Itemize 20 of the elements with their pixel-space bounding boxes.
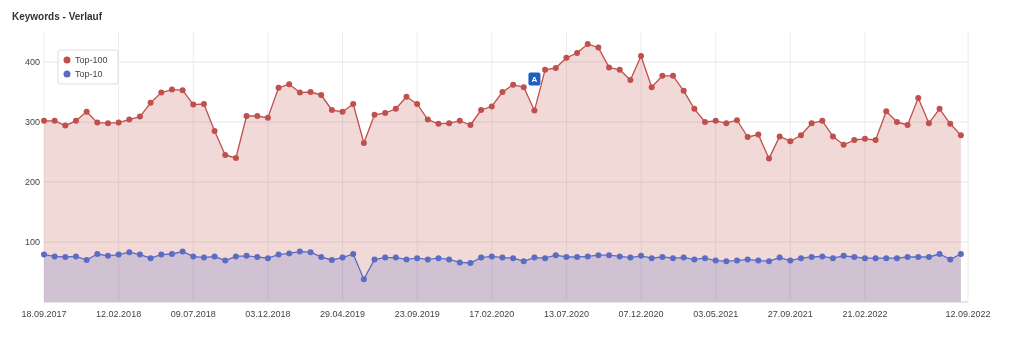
x-tick-label: 07.12.2020 xyxy=(618,309,664,319)
x-tick-label: 13.07.2020 xyxy=(543,309,589,319)
x-tick-label: 29.04.2019 xyxy=(320,309,366,319)
y-tick-label: 400 xyxy=(24,57,40,68)
x-tick-label: 17.02.2020 xyxy=(469,309,515,319)
x-tick-label: 21.02.2022 xyxy=(842,309,888,319)
legend-label: Top-10 xyxy=(75,69,103,80)
x-tick-label: 23.09.2019 xyxy=(394,309,440,319)
x-tick-label: 12.09.2022 xyxy=(945,309,991,319)
y-tick-label: 300 xyxy=(24,117,40,128)
x-tick-label: 12.02.2018 xyxy=(96,309,142,319)
y-tick-label: 100 xyxy=(24,237,40,248)
y-tick-label: 200 xyxy=(24,177,40,188)
x-tick-label: 09.07.2018 xyxy=(170,309,216,319)
x-tick-label: 27.09.2021 xyxy=(767,309,813,319)
x-tick-label: 18.09.2017 xyxy=(21,309,67,319)
x-tick-label: 03.12.2018 xyxy=(245,309,291,319)
x-tick-label: 03.05.2021 xyxy=(693,309,739,319)
legend-label: Top-100 xyxy=(75,55,108,66)
chart-title: Keywords - Verlauf xyxy=(12,11,103,22)
